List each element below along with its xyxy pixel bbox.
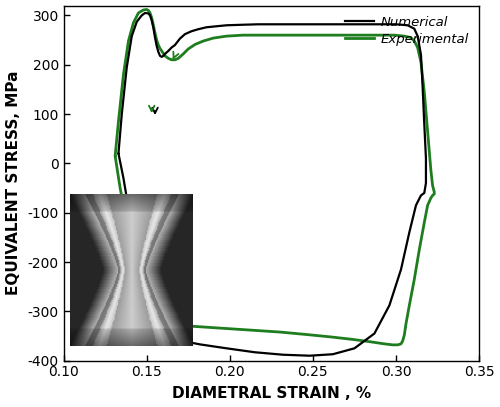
- Legend: Numerical, Experimental: Numerical, Experimental: [340, 12, 472, 50]
- X-axis label: DIAMETRAL STRAIN , %: DIAMETRAL STRAIN , %: [172, 386, 371, 401]
- Y-axis label: EQUIVALENT STRESS, MPa: EQUIVALENT STRESS, MPa: [6, 71, 20, 295]
